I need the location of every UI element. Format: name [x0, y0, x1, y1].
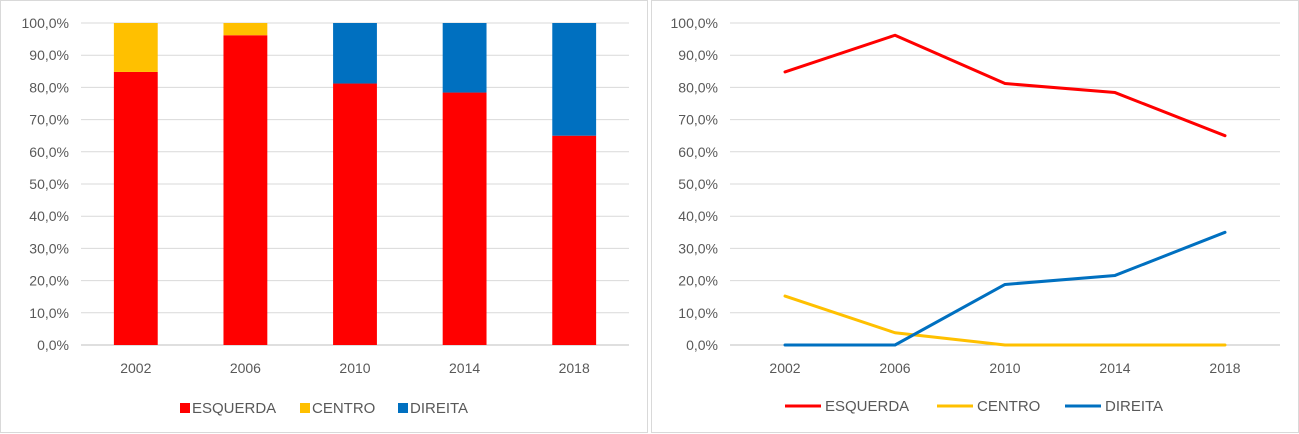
x-tick-label: 2006: [879, 360, 910, 376]
y-tick-label: 0,0%: [37, 337, 69, 353]
bar-esquerda-2010: [333, 83, 377, 345]
y-tick-label: 50,0%: [678, 176, 718, 192]
y-tick-label: 50,0%: [29, 176, 69, 192]
bar-centro-2006: [223, 23, 268, 36]
line-series-esquerda: [783, 33, 1227, 138]
y-tick-label: 20,0%: [29, 273, 69, 289]
y-tick-label: 60,0%: [29, 144, 69, 160]
y-tick-label: 80,0%: [29, 79, 69, 95]
y-tick-label: 100,0%: [671, 15, 718, 31]
bar-direita-2010: [333, 23, 377, 84]
legend-label-esquerda: ESQUERDA: [825, 398, 909, 415]
y-tick-label: 70,0%: [678, 112, 718, 128]
legend-marker-centro: [300, 403, 310, 413]
y-tick-label: 90,0%: [678, 47, 718, 63]
y-tick-label: 10,0%: [29, 305, 69, 321]
line-series-centro: [783, 294, 1227, 347]
y-tick-label: 90,0%: [29, 47, 69, 63]
legend-label-direita: DIREITA: [410, 400, 468, 417]
bar-direita-2018: [552, 23, 597, 136]
legend-label-centro: CENTRO: [312, 400, 375, 417]
x-tick-label: 2018: [559, 360, 590, 376]
legend-label-esquerda: ESQUERDA: [192, 400, 276, 417]
x-tick-label: 2018: [1209, 360, 1240, 376]
bar-direita-2014: [442, 23, 487, 93]
line-chart-panel: 0,0% 10,0% 20,0% 30,0% 40,0% 50,0% 60,0% 70,0% 8…: [651, 0, 1299, 433]
x-tick-label: 2002: [120, 360, 151, 376]
legend-marker-esquerda: [180, 403, 190, 413]
x-tick-label: 2014: [1099, 360, 1130, 376]
x-tick-label: 2010: [989, 360, 1020, 376]
x-tick-label: 2010: [339, 360, 370, 376]
line-chart: 0,0% 10,0% 20,0% 30,0% 40,0% 50,0% 60,0% 70,0% 8…: [671, 15, 1280, 415]
legend-label-direita: DIREITA: [1105, 398, 1163, 415]
stacked-bar-chart-panel: 0,0% 10,0% 20,0% 30,0% 40,0% 50,0% 60,0% 70,0% 8…: [0, 0, 648, 433]
x-tick-label: 2002: [769, 360, 800, 376]
y-tick-label: 30,0%: [29, 240, 69, 256]
y-tick-label: 10,0%: [678, 305, 718, 321]
y-tick-label: 60,0%: [678, 144, 718, 160]
x-tick-label: 2006: [230, 360, 261, 376]
bar-esquerda-2002: [113, 71, 158, 345]
bar-esquerda-2006: [223, 35, 268, 346]
legend-label-centro: CENTRO: [977, 398, 1040, 415]
y-tick-label: 70,0%: [29, 112, 69, 128]
legend-marker-direita: [398, 403, 408, 413]
stacked-bar-chart: 0,0% 10,0% 20,0% 30,0% 40,0% 50,0% 60,0% 70,0% 8…: [22, 15, 629, 417]
y-tick-label: 20,0%: [678, 273, 718, 289]
y-tick-label: 80,0%: [678, 79, 718, 95]
line-series-direita: [783, 230, 1227, 347]
bar-esquerda-2018: [552, 135, 597, 345]
bar-esquerda-2014: [442, 92, 487, 345]
y-tick-label: 40,0%: [678, 208, 718, 224]
x-tick-label: 2014: [449, 360, 480, 376]
y-tick-label: 0,0%: [686, 337, 718, 353]
bar-centro-2002: [113, 23, 158, 72]
y-tick-label: 30,0%: [678, 240, 718, 256]
y-tick-label: 100,0%: [22, 15, 69, 31]
y-tick-label: 40,0%: [29, 208, 69, 224]
